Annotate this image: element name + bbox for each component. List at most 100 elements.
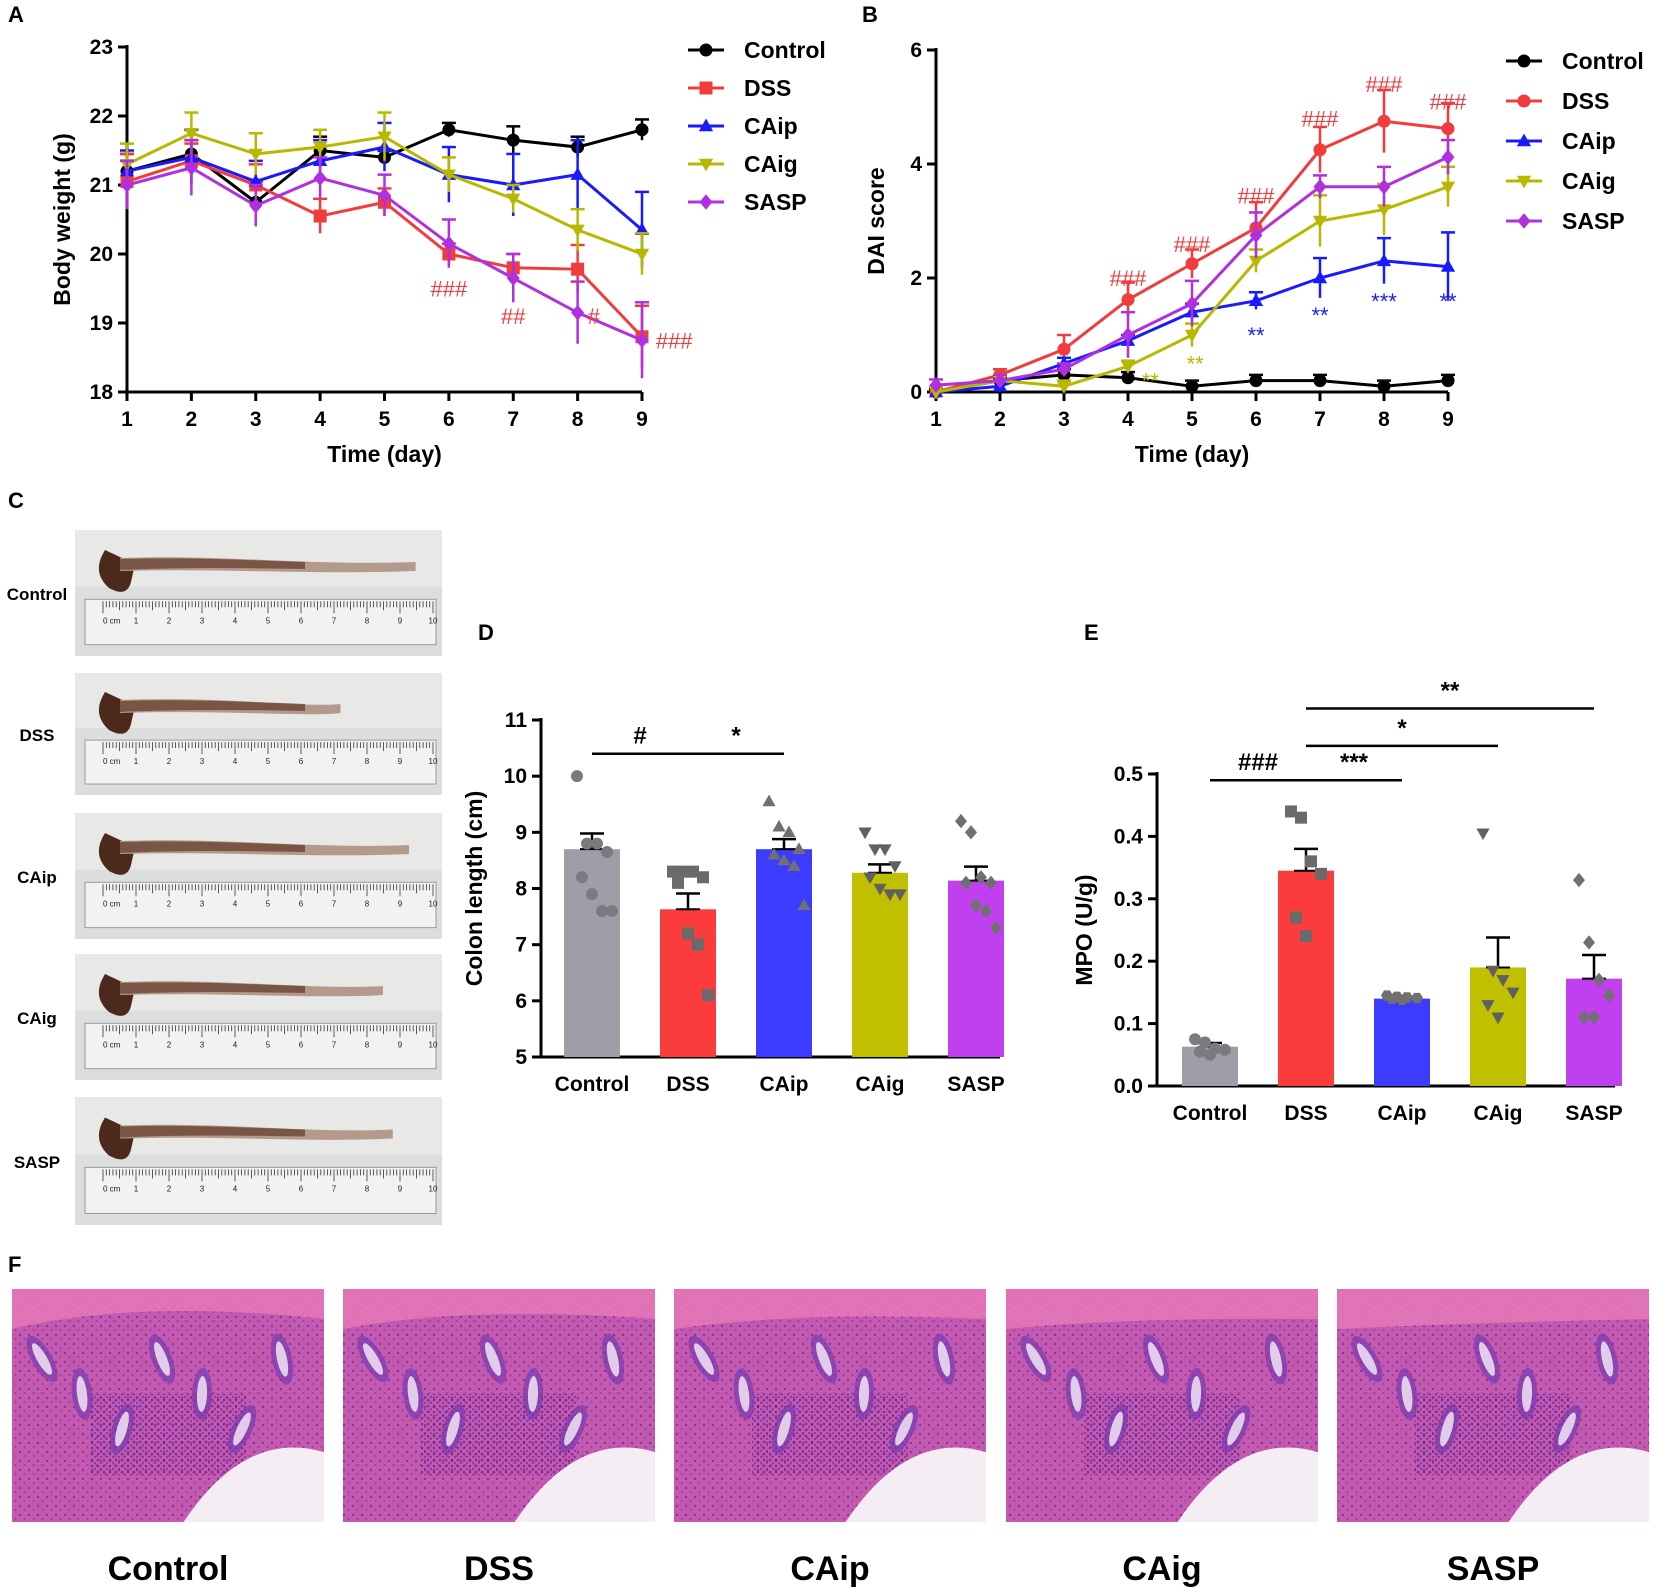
y-tick-label: 2	[910, 267, 922, 290]
data-point	[1057, 342, 1071, 356]
legend-label: Control	[744, 37, 826, 63]
data-point	[1441, 149, 1455, 165]
x-tick-label: Control	[555, 1073, 630, 1096]
x-tick-label: 8	[1378, 408, 1390, 431]
series-sasp	[120, 138, 649, 379]
data-point	[586, 888, 598, 901]
y-axis-title: DAI score	[863, 167, 889, 274]
histology-dss	[343, 1289, 655, 1522]
ruler-number: 2	[167, 616, 172, 625]
data-point	[1481, 1000, 1495, 1012]
ruler	[84, 739, 437, 785]
data-point	[1313, 143, 1327, 157]
data-point	[378, 187, 391, 204]
y-tick-label: 18	[90, 381, 114, 404]
ruler-number: 3	[200, 616, 205, 625]
crypt-goblet-cells	[76, 1376, 88, 1412]
histology-caig	[1006, 1289, 1318, 1522]
panel-letter-e: E	[1084, 620, 1099, 645]
ruler	[84, 881, 437, 929]
data-point	[929, 377, 943, 393]
muscle-layer	[343, 1289, 655, 1329]
data-point	[248, 174, 263, 187]
data-point	[863, 872, 877, 885]
lumen	[514, 1447, 655, 1522]
ruler-unit-label: 0 cm	[103, 1040, 121, 1049]
data-point	[1440, 181, 1456, 195]
data-point	[970, 898, 982, 913]
data-point	[1377, 179, 1391, 195]
legend-label: SASP	[1562, 208, 1625, 234]
data-point	[1441, 122, 1455, 136]
ruler-number: 7	[332, 899, 337, 908]
significance-mark: **	[1187, 352, 1205, 377]
data-point	[1593, 972, 1605, 988]
data-point	[1249, 374, 1263, 388]
data-point	[980, 903, 992, 919]
data-point	[975, 870, 987, 885]
data-point	[692, 938, 704, 951]
photo-label-caip: CAip	[17, 868, 57, 887]
data-point	[312, 141, 328, 155]
y-tick-label: 0.1	[1114, 1013, 1144, 1036]
legend-label: SASP	[744, 189, 807, 215]
ruler	[84, 1166, 437, 1214]
significance-mark: ###	[431, 277, 468, 302]
crypt-goblet-cells	[363, 1343, 383, 1375]
ruler-number: 3	[200, 899, 205, 908]
y-tick-label: 0	[910, 381, 922, 404]
data-point	[667, 865, 679, 878]
x-tick-label: 2	[994, 408, 1006, 431]
data-point	[635, 123, 649, 137]
crypt-goblet-cells	[1227, 1412, 1245, 1446]
x-tick-label: CAip	[1378, 1102, 1427, 1125]
data-point	[1194, 1045, 1206, 1058]
data-point	[1057, 361, 1071, 377]
data-point	[184, 128, 199, 141]
significance-mark: **	[1439, 289, 1457, 314]
data-point	[581, 837, 593, 850]
x-tick-label: 1	[121, 408, 133, 431]
ruler-number: 9	[398, 1184, 403, 1193]
data-point	[377, 131, 392, 145]
y-tick-label: 7	[515, 934, 527, 957]
data-point	[1121, 327, 1135, 343]
data-point	[1491, 1012, 1505, 1025]
data-point	[960, 875, 972, 891]
x-tick-label: 5	[379, 408, 391, 431]
data-point	[928, 386, 944, 400]
ruler-number: 5	[266, 757, 271, 766]
crypt-goblet-cells	[233, 1412, 251, 1446]
x-tick-label: CAig	[856, 1073, 905, 1096]
ruler-number: 4	[233, 616, 238, 625]
x-tick-label: 9	[1442, 408, 1454, 431]
significance-mark: **	[1247, 323, 1265, 348]
data-point	[635, 332, 649, 349]
data-point	[965, 825, 977, 840]
data-point	[1295, 811, 1307, 824]
photo-control: 0 cm 1 2 3 4 5 6 7 8 9 10	[75, 530, 442, 656]
y-tick-label: 4	[910, 153, 922, 176]
crypt-goblet-cells	[1558, 1412, 1576, 1446]
data-point	[1185, 257, 1199, 271]
data-point	[1376, 253, 1392, 267]
y-tick-label: 0.3	[1114, 888, 1143, 911]
crypt-goblet-cells	[1357, 1343, 1377, 1375]
data-point	[120, 177, 134, 193]
ruler-number: 7	[332, 1184, 337, 1193]
data-point	[249, 197, 263, 214]
ruler-number: 1	[134, 757, 139, 766]
x-tick-label: CAip	[760, 1073, 809, 1096]
data-point	[687, 865, 699, 878]
legend-label: DSS	[744, 75, 791, 101]
data-point	[1440, 259, 1456, 272]
data-point	[1313, 179, 1327, 195]
significance-mark: **	[1311, 303, 1329, 328]
ruler-unit-label: 0 cm	[103, 1184, 121, 1193]
x-tick-label: 9	[636, 408, 648, 431]
y-tick-label: 5	[515, 1046, 527, 1069]
data-point	[993, 372, 1007, 389]
data-point	[1290, 911, 1302, 924]
